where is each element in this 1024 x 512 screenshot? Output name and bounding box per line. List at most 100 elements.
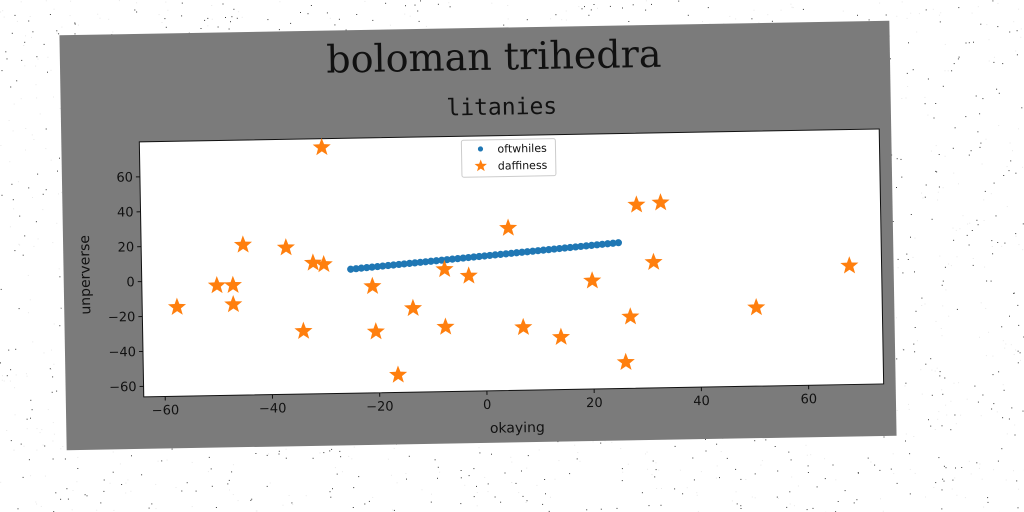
noise-speck: [897, 267, 899, 269]
noise-speck: [100, 502, 102, 504]
data-point-star: [583, 271, 602, 289]
y-tick-label: 0: [126, 275, 135, 290]
noise-speck: [340, 456, 342, 458]
noise-speck: [161, 22, 163, 23]
noise-speck: [678, 0, 680, 2]
noise-speck: [791, 476, 793, 478]
noise-speck: [1022, 410, 1024, 412]
noise-speck: [17, 181, 19, 183]
noise-speck: [1019, 352, 1021, 354]
noise-speck: [11, 183, 13, 185]
noise-speck: [332, 488, 333, 490]
noise-speck: [797, 485, 799, 487]
noise-speck: [326, 12, 328, 14]
noise-speck: [329, 17, 331, 19]
noise-speck: [37, 238, 39, 240]
noise-speck: [127, 479, 129, 481]
noise-speck: [944, 155, 946, 157]
noise-speck: [77, 24, 79, 26]
noise-speck: [936, 171, 938, 173]
noise-speck: [995, 215, 997, 217]
noise-speck: [282, 504, 284, 506]
noise-speck: [548, 510, 550, 512]
noise-speck: [319, 452, 321, 454]
noise-speck: [966, 234, 968, 236]
noise-speck: [227, 483, 229, 485]
data-point-circle: [502, 250, 510, 258]
noise-speck: [536, 484, 538, 486]
noise-speck: [329, 450, 331, 452]
noise-speck: [921, 192, 923, 194]
noise-speck: [0, 11, 2, 13]
noise-speck: [934, 429, 936, 430]
noise-speck: [986, 24, 988, 26]
noise-speck: [997, 26, 999, 28]
noise-speck: [789, 491, 791, 493]
noise-speck: [984, 266, 986, 268]
noise-speck: [225, 17, 226, 18]
noise-speck: [44, 475, 46, 477]
data-point-circle: [491, 251, 499, 259]
noise-speck: [569, 473, 571, 475]
noise-speck: [980, 302, 982, 304]
noise-speck: [771, 20, 773, 22]
data-point-star: [363, 276, 382, 295]
noise-speck: [951, 70, 953, 72]
noise-speck: [935, 103, 937, 104]
noise-speck: [790, 459, 792, 461]
noise-speck: [232, 464, 234, 466]
noise-speck: [1018, 8, 1020, 10]
noise-speck: [387, 458, 389, 460]
noise-speck: [870, 461, 872, 463]
noise-speck: [420, 0, 421, 2]
legend-star-marker: [474, 159, 487, 172]
noise-speck: [937, 418, 939, 420]
noise-speck: [52, 458, 54, 460]
data-point-star: [224, 294, 243, 313]
noise-speck: [358, 476, 360, 478]
data-point-star: [403, 298, 423, 317]
noise-speck: [909, 468, 911, 470]
noise-speck: [645, 0, 647, 2]
noise-speck: [148, 507, 150, 509]
noise-speck: [832, 464, 834, 466]
noise-speck: [632, 4, 634, 6]
noise-speck: [14, 250, 16, 252]
noise-speck: [215, 507, 217, 508]
noise-speck: [1018, 488, 1020, 490]
noise-speck: [780, 9, 782, 11]
noise-speck: [584, 6, 585, 8]
noise-speck: [237, 500, 239, 502]
noise-speck: [895, 317, 897, 319]
axis-ticks: −60 −40 −20 0 20 40 60 −60 −40 −20 0 20 40 60: [108, 170, 817, 418]
noise-speck: [228, 28, 230, 30]
noise-speck: [14, 414, 16, 416]
noise-speck: [953, 382, 955, 384]
noise-speck: [958, 57, 960, 59]
noise-speck: [736, 503, 738, 505]
noise-speck: [903, 349, 905, 351]
y-tick-label: −40: [108, 345, 136, 360]
noise-speck: [526, 467, 528, 469]
noise-speck: [1010, 160, 1012, 162]
noise-speck: [1005, 343, 1007, 345]
noise-speck: [285, 457, 287, 459]
noise-speck: [952, 479, 954, 481]
noise-speck: [988, 331, 990, 333]
noise-speck: [165, 26, 167, 28]
noise-speck: [8, 349, 10, 351]
noise-speck: [964, 497, 966, 499]
noise-speck: [889, 58, 891, 60]
noise-speck: [167, 9, 169, 11]
noise-speck: [16, 80, 18, 82]
noise-speck: [550, 18, 552, 20]
noise-speck: [1003, 389, 1005, 391]
noise-speck: [406, 478, 407, 480]
noise-speck: [939, 21, 941, 23]
noise-speck: [1, 194, 3, 196]
noise-speck: [1017, 304, 1019, 306]
noise-speck: [993, 469, 995, 471]
noise-speck: [200, 28, 202, 29]
noise-speck: [25, 35, 26, 37]
noise-speck: [921, 297, 923, 299]
